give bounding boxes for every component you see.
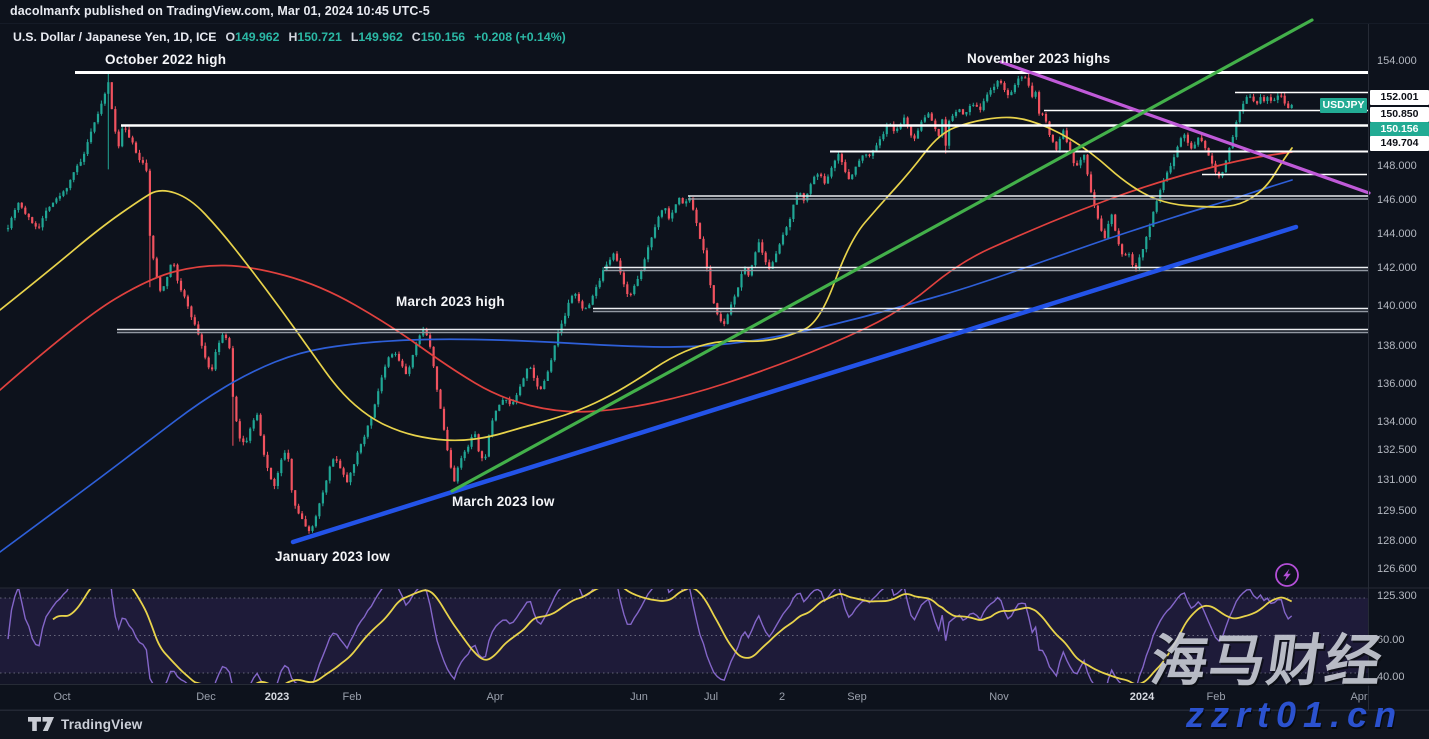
time-tick: Apr — [1350, 691, 1368, 703]
price-tick: 154.000 — [1377, 55, 1417, 67]
price-tick: 129.500 — [1377, 505, 1417, 517]
level-price-box: 150.850 — [1370, 106, 1429, 122]
price-tick: 132.500 — [1377, 444, 1417, 456]
chart-annotation[interactable]: March 2023 low — [452, 494, 555, 509]
chart-annotation[interactable]: March 2023 high — [396, 294, 505, 309]
open-label: O149.962 — [225, 30, 280, 44]
open-value: 149.962 — [235, 30, 280, 44]
tradingview-brand[interactable]: TradingView — [28, 717, 142, 732]
time-tick: Dec — [196, 691, 216, 703]
time-tick: Feb — [1206, 691, 1226, 703]
close-value: 150.156 — [420, 30, 466, 44]
boost-lightning-icon[interactable] — [1275, 563, 1299, 587]
tradingview-brand-label: TradingView — [61, 717, 143, 732]
price-axis[interactable]: 154.000 148.000 146.000 144.000 142.000 140.0… — [1368, 24, 1429, 710]
symbol-price-badge: USDJPY — [1320, 98, 1367, 113]
price-tick: 125.300 — [1377, 590, 1417, 602]
time-tick: 2024 — [1129, 691, 1155, 703]
price-tick: 146.000 — [1377, 194, 1417, 206]
price-tick: 126.600 — [1377, 563, 1417, 575]
level-price-box: 149.704 — [1370, 135, 1429, 151]
rsi-tick: 60.00 — [1377, 634, 1405, 646]
price-tick: 144.000 — [1377, 228, 1417, 240]
price-tick: 142.000 — [1377, 262, 1417, 274]
change-value: +0.208 (+0.14%) — [474, 30, 566, 44]
time-tick: Jul — [703, 691, 719, 703]
rsi-tick: 40.00 — [1377, 671, 1405, 683]
publisher-bar: dacolmanfx published on TradingView.com,… — [0, 0, 1429, 24]
time-tick: Feb — [342, 691, 362, 703]
last-price-box: 150.156 — [1370, 121, 1429, 137]
high-label: H150.721 — [288, 30, 342, 44]
time-tick: Nov — [989, 691, 1009, 703]
price-tick: 148.000 — [1377, 160, 1417, 172]
level-price-box: 152.001 — [1370, 89, 1429, 105]
high-value: 150.721 — [297, 30, 342, 44]
time-tick: 2023 — [264, 691, 290, 703]
time-axis[interactable]: Oct Dec 2023 Feb Apr Jun Jul 2 Sep Nov 2024 Feb Apr — [0, 684, 1368, 710]
time-tick: 2 — [778, 691, 786, 703]
price-tick: 128.000 — [1377, 535, 1417, 547]
price-tick: 131.000 — [1377, 474, 1417, 486]
low-label: L149.962 — [350, 30, 403, 44]
time-tick: Apr — [486, 691, 504, 703]
price-tick: 134.000 — [1377, 416, 1417, 428]
chart-annotation[interactable]: November 2023 highs — [967, 51, 1111, 66]
close-label: C150.156 — [411, 30, 466, 44]
chart-annotation[interactable]: January 2023 low — [275, 549, 391, 564]
low-value: 149.962 — [358, 30, 403, 44]
chart-area: U.S. Dollar / Japanese Yen, 1D, ICE O149.… — [0, 18, 1429, 711]
time-tick: Jun — [630, 691, 648, 703]
footer-bar: TradingView — [0, 710, 1429, 739]
time-tick: Oct — [53, 691, 71, 703]
price-tick: 136.000 — [1377, 378, 1417, 390]
time-tick: Sep — [847, 691, 867, 703]
publisher-text: dacolmanfx published on TradingView.com,… — [10, 4, 430, 18]
symbol-title: U.S. Dollar / Japanese Yen, 1D, ICE — [13, 30, 217, 44]
tradingview-logo-icon — [28, 717, 54, 731]
symbol-info-row[interactable]: U.S. Dollar / Japanese Yen, 1D, ICE O149.… — [13, 30, 566, 44]
price-tick: 138.000 — [1377, 340, 1417, 352]
chart-annotation[interactable]: October 2022 high — [105, 52, 227, 67]
price-tick: 140.000 — [1377, 300, 1417, 312]
